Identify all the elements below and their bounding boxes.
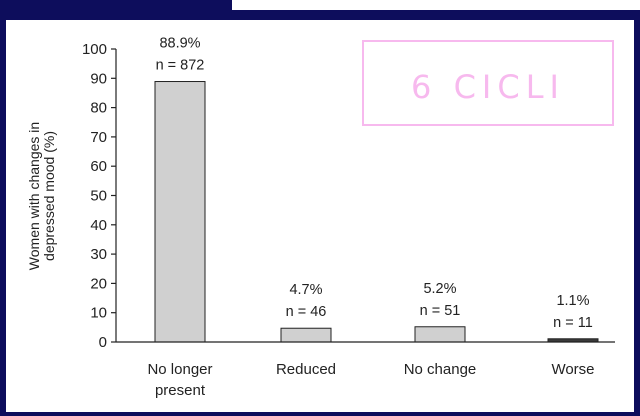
bar [154, 81, 206, 343]
y-tick-label: 40 [90, 217, 107, 234]
bar-n-label: n = 872 [156, 58, 205, 74]
y-axis-label-line: depressed mood (%) [41, 131, 57, 261]
top-bar-strip [232, 0, 640, 10]
y-tick-label: 100 [82, 41, 107, 58]
y-axis-label: Women with changes in depressed mood (%) [26, 122, 57, 270]
bar-n-label: n = 51 [420, 303, 461, 319]
y-tick-label: 50 [90, 188, 107, 205]
bar-percent-label: 88.9% [159, 36, 200, 52]
bars: 88.9% n = 872 4.7% n = 46 5.2% n = 51 1.1% n = … [154, 36, 599, 343]
top-bar [0, 0, 640, 18]
bar [414, 326, 466, 343]
x-category-label: No longer [147, 361, 212, 378]
bar [280, 327, 332, 343]
chart-panel [6, 20, 634, 412]
y-tick-label: 90 [90, 70, 107, 87]
y-axis-label-line: Women with changes in [26, 122, 42, 270]
cycles-badge-frame [362, 40, 614, 126]
cycles-badge: 6 CICLI [362, 40, 614, 126]
bar-percent-label: 5.2% [423, 281, 456, 297]
y-tick-label: 70 [90, 129, 107, 146]
x-category-label: Reduced [276, 361, 336, 378]
y-tick-label: 0 [99, 334, 107, 351]
x-category-label: present [155, 382, 206, 399]
y-tick-label: 20 [90, 275, 107, 292]
bar-n-label: n = 46 [286, 304, 327, 320]
bar-percent-label: 1.1% [556, 293, 589, 309]
x-category-label: Worse [551, 361, 594, 378]
bar-n-label: n = 11 [553, 315, 593, 331]
y-tick-label: 30 [90, 246, 107, 263]
x-axis: No longer present Reduced No change Worse [116, 341, 615, 399]
x-category-label: No change [404, 361, 477, 378]
y-axis: 0 10 20 30 40 50 60 70 80 90 100 [82, 41, 117, 351]
y-tick-label: 60 [90, 158, 107, 175]
bar-percent-label: 4.7% [289, 282, 322, 298]
y-tick-label: 10 [90, 305, 107, 322]
y-tick-label: 80 [90, 100, 107, 117]
cycles-badge-text: 6 CICLI [411, 68, 565, 106]
